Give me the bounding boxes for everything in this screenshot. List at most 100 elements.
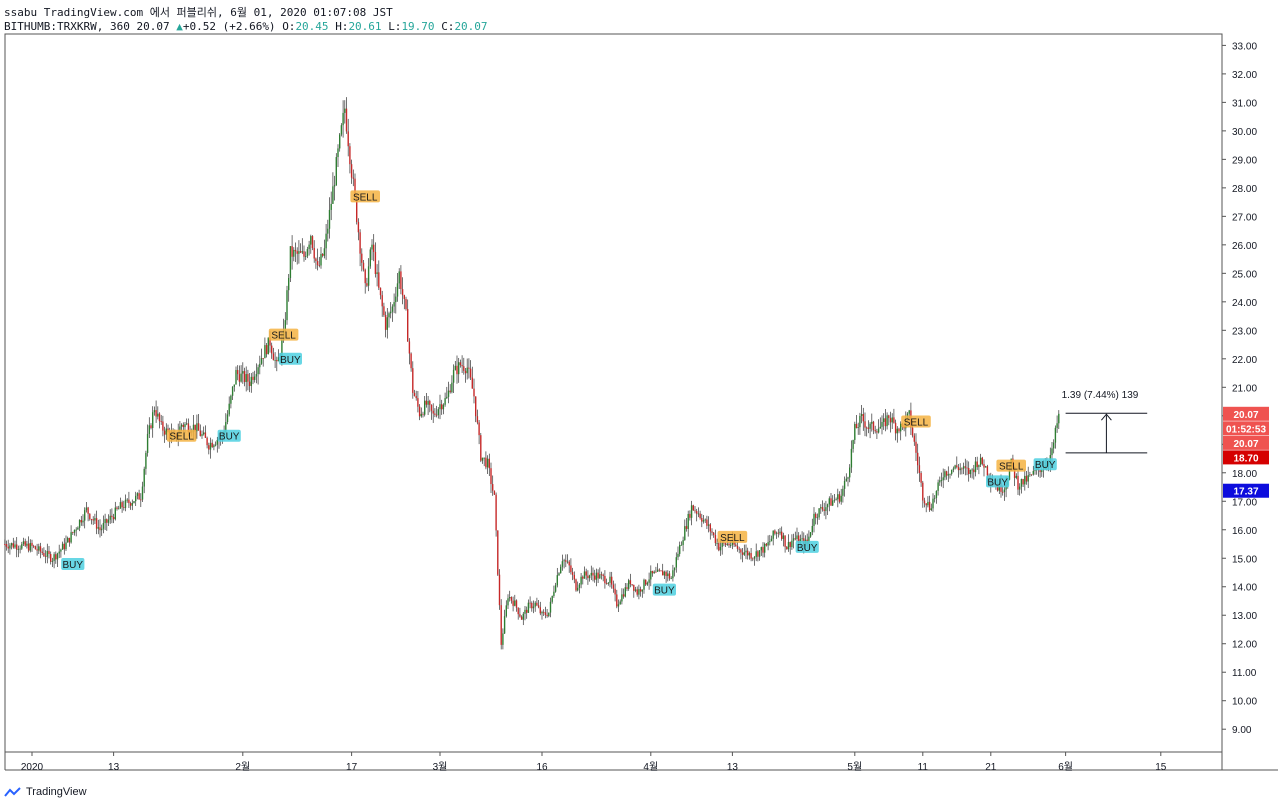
candle-body [553,591,555,596]
candle-body [39,546,42,552]
candle-body [1017,475,1019,490]
x-tick-label: 2월 [235,761,250,773]
x-tick-label: 2020 [21,762,44,773]
candle-body [485,457,487,468]
candle-body [968,468,970,475]
candle-body [1022,479,1024,485]
candle-body [983,464,985,468]
candle-body [602,574,604,577]
candle-body [131,502,133,506]
candle-body [777,532,779,534]
up-arrow-icon: ▲ [176,20,183,33]
candle-body [582,576,584,579]
candle-body [891,417,893,423]
candle-body [340,125,343,135]
candle-body [762,547,764,553]
candle-body [928,501,931,511]
candle-body [985,466,987,468]
candle-body [631,584,633,585]
candle-body [650,570,652,580]
candle-body [65,542,67,550]
candle-body [316,261,319,266]
candle-body [748,553,751,556]
candle-body [34,546,37,550]
candle-body [585,571,587,576]
candle-body [211,442,213,448]
candle-body [646,582,649,585]
candle-body [197,423,200,431]
candle-body [456,365,458,375]
candle-body [1020,479,1023,487]
candle-body [259,363,261,368]
candle-body [184,424,186,428]
candle-body [859,415,861,428]
candle-body [206,437,208,446]
candle-body [537,605,540,608]
candle-body [182,424,184,428]
close-label: C: [441,20,455,33]
candle-body [61,543,64,550]
candle-body [75,529,77,531]
candle-body [554,585,557,592]
candle-body [811,525,813,533]
tradingview-watermark: TradingView [4,786,87,798]
candle-body [199,430,201,436]
candle-body [561,561,564,567]
close-value: 20.07 [454,20,488,33]
candle-body [711,531,713,533]
candle-body [558,573,560,576]
candle-body [939,480,941,483]
candle-body [786,546,788,550]
candle-body [570,565,572,573]
candle-body [393,302,395,307]
candle-body [825,507,827,511]
candle-body [1024,475,1026,485]
candle-body [1015,475,1017,478]
y-tick-label: 12.00 [1232,640,1257,651]
candle-body [486,458,489,468]
candle-body [816,517,819,519]
price-axis-tag-label: 18.70 [1233,453,1258,464]
candle-body [135,495,137,502]
candle-body [738,548,740,550]
candle-body [497,530,499,575]
candle-body [97,527,99,529]
candle-body [830,498,832,506]
candle-body [900,423,902,432]
candle-body [913,435,915,442]
candle-body [19,548,21,550]
symbol-label[interactable]: BITHUMB:TRXKRW, 360 [4,20,130,33]
signal-label: BUY [280,355,301,366]
y-tick-label: 18.00 [1232,469,1257,480]
candle-body [587,575,589,579]
candle-body [541,611,543,614]
candle-body [78,519,81,528]
candle-body [481,457,484,461]
x-tick-label: 11 [918,762,929,773]
candle-body [680,544,683,546]
candle-body [573,574,575,580]
candle-body [794,538,796,540]
candle-body [305,256,307,258]
candle-body [837,494,839,500]
candle-body [464,370,467,374]
candle-body [842,488,844,496]
signal-badge [717,530,748,543]
y-tick-label: 21.00 [1232,383,1257,394]
candle-body [792,538,795,541]
candle-body [322,253,324,256]
candle-body [255,374,258,377]
candle-body [677,553,679,558]
candle-body [616,594,618,607]
candle-body [345,108,348,132]
candle-body [1039,469,1041,473]
candle-body [658,569,660,571]
candle-body [420,413,422,417]
candle-body [942,477,944,481]
candle-body [425,400,428,405]
candle-body [781,531,783,539]
candle-body [721,542,723,547]
candle-body [709,524,711,532]
candle-body [867,427,870,429]
